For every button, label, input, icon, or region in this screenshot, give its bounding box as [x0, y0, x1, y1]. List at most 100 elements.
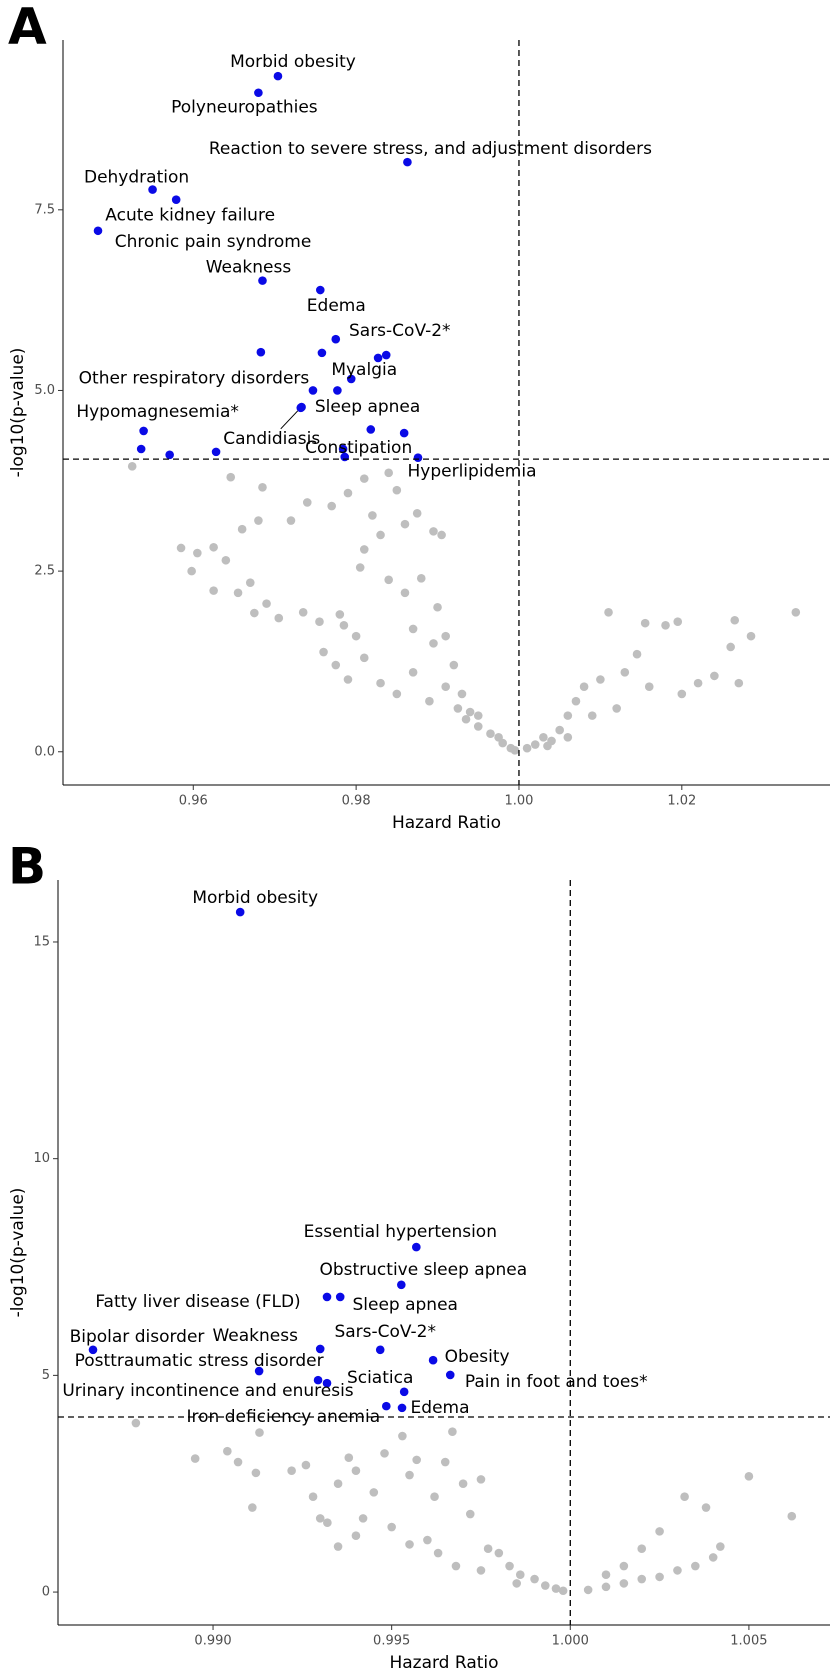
point [339, 621, 349, 630]
y-tick-label: 7.5 [34, 202, 55, 217]
y-tick-label: 15 [33, 934, 50, 949]
point [190, 1454, 200, 1463]
point-label: Bipolar disorder [70, 1327, 205, 1347]
point [359, 474, 369, 483]
point [476, 1475, 486, 1484]
point-label: Edema [411, 1398, 470, 1418]
point [323, 1518, 332, 1528]
point [655, 1527, 664, 1536]
point [397, 1280, 406, 1290]
point-label: Polyneuropathies [171, 98, 318, 118]
y-tick-label: 5.0 [34, 383, 55, 398]
point [587, 711, 597, 720]
point [333, 1479, 343, 1489]
point [433, 602, 442, 612]
point [376, 530, 385, 540]
point [308, 1492, 318, 1502]
point [494, 733, 503, 742]
point [315, 617, 324, 626]
y-tick-label: 2.5 [34, 564, 55, 579]
point [701, 1503, 711, 1512]
leader-line [280, 410, 299, 430]
point [716, 1542, 725, 1551]
point [680, 1492, 689, 1502]
point [254, 516, 263, 525]
point-label: Other respiratory disorders [79, 368, 310, 388]
point [644, 682, 654, 692]
point [235, 907, 245, 917]
point-label: Morbid obesity [192, 888, 318, 908]
point [555, 725, 564, 735]
point [366, 425, 376, 434]
point [273, 71, 283, 81]
point [486, 729, 495, 738]
point-label: Sciatica [347, 1368, 413, 1388]
x-axis-title: Hazard Ratio [389, 1653, 498, 1673]
point [171, 195, 181, 204]
point [428, 1355, 438, 1365]
point [429, 527, 438, 536]
point [254, 88, 263, 98]
point [287, 1466, 296, 1476]
point [515, 1570, 525, 1580]
point [612, 704, 621, 713]
y-axis-title: -log10(p-value) [8, 1188, 28, 1318]
point [233, 588, 243, 598]
point [661, 621, 670, 630]
x-tick-label: 1.02 [667, 794, 696, 809]
point [530, 740, 540, 749]
point [691, 1561, 700, 1571]
point [601, 1570, 611, 1580]
point [543, 741, 552, 751]
point [632, 649, 642, 659]
point [319, 647, 328, 657]
point [131, 1418, 141, 1428]
panel-label: A [8, 0, 47, 56]
point [322, 1292, 332, 1302]
point [601, 1582, 611, 1592]
point [440, 1457, 450, 1467]
point [408, 667, 418, 677]
point [505, 1561, 514, 1571]
point [708, 1553, 718, 1562]
point [734, 678, 744, 688]
point [398, 1431, 407, 1441]
point [399, 1387, 409, 1397]
x-tick-label: 1.00 [504, 794, 533, 809]
point [376, 678, 385, 688]
point [221, 555, 231, 565]
point [343, 488, 353, 498]
point [256, 347, 266, 357]
point [351, 631, 361, 641]
point-label: Sars-CoV-2* [334, 1322, 436, 1342]
point [358, 1514, 368, 1523]
point [412, 1242, 421, 1252]
point [583, 1585, 593, 1595]
point [251, 1468, 261, 1478]
point [274, 613, 284, 623]
point [563, 711, 573, 720]
point-label: Posttraumatic stress disorder [75, 1351, 324, 1371]
point [355, 563, 365, 572]
point [579, 682, 589, 692]
point [726, 642, 735, 652]
point-label: Weakness [212, 1326, 298, 1346]
point-label: Sars-CoV-2* [349, 321, 451, 341]
point [465, 1509, 475, 1519]
point [313, 1375, 323, 1385]
point [619, 1579, 629, 1588]
point [338, 444, 348, 454]
point-label: Morbid obesity [230, 52, 356, 72]
point [375, 1345, 385, 1355]
point-label: Hyperlipidemia [408, 462, 537, 482]
point [451, 1561, 461, 1571]
point [403, 157, 412, 167]
x-tick-label: 0.96 [179, 794, 208, 809]
x-tick-label: 1.000 [552, 1634, 589, 1649]
point-label: Obesity [445, 1347, 510, 1367]
point [335, 610, 345, 619]
point [473, 711, 483, 720]
point [384, 575, 393, 585]
point [333, 386, 342, 395]
